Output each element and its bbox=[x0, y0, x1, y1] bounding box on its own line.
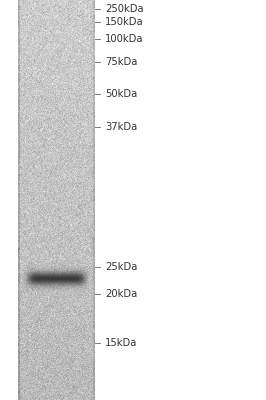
Text: 25kDa: 25kDa bbox=[105, 262, 137, 272]
Text: 100kDa: 100kDa bbox=[105, 34, 143, 44]
Text: 150kDa: 150kDa bbox=[105, 17, 144, 27]
Text: 15kDa: 15kDa bbox=[105, 338, 137, 348]
Text: 50kDa: 50kDa bbox=[105, 89, 137, 99]
Text: 20kDa: 20kDa bbox=[105, 289, 137, 299]
Text: 75kDa: 75kDa bbox=[105, 57, 137, 67]
Text: 250kDa: 250kDa bbox=[105, 4, 144, 14]
Text: 37kDa: 37kDa bbox=[105, 122, 137, 132]
